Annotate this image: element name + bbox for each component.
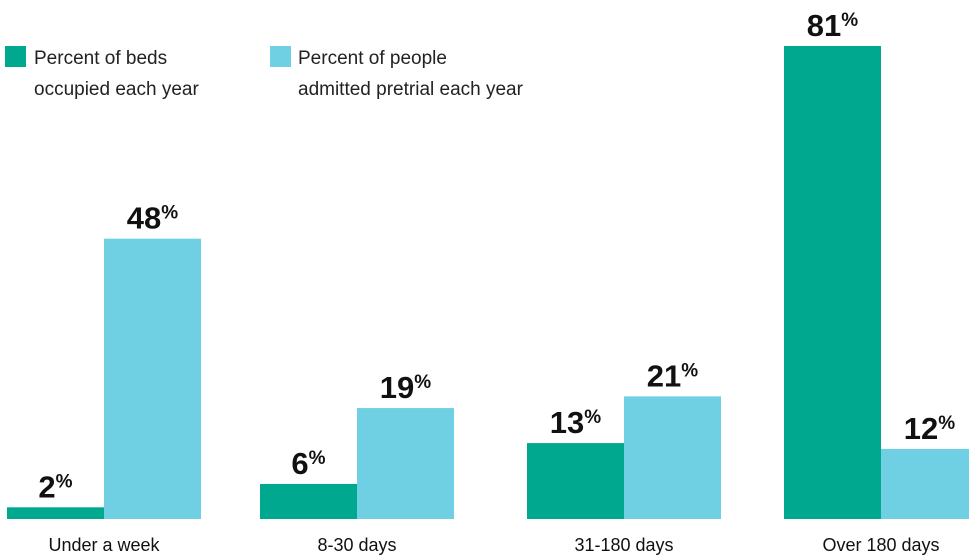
bar-pretrial-8-30-days [357, 408, 454, 519]
value-label-beds-over-180-days: 81% [807, 8, 858, 43]
value-label-pretrial-8-30-days: 19% [380, 370, 431, 405]
bar-beds-8-30-days [260, 483, 357, 519]
bars-group [7, 46, 969, 519]
legend-label-beds-line2: occupied each year [34, 79, 199, 100]
value-label-pretrial-under-a-week: 48% [127, 201, 178, 236]
value-label-beds-8-30-days: 6% [291, 446, 325, 481]
value-labels-group: 2% 48% 6% 19% 13% 21% 81% 12% [38, 8, 955, 504]
legend: Percent of beds occupied each year Perce… [5, 46, 524, 100]
value-label-beds-31-180-days: 13% [550, 405, 601, 440]
legend-swatch-pretrial [270, 46, 291, 67]
value-label-pretrial-31-180-days: 21% [647, 358, 698, 393]
bar-pretrial-31-180-days [624, 396, 721, 519]
bar-beds-under-a-week [7, 507, 104, 519]
legend-item-beds: Percent of beds occupied each year [5, 46, 199, 100]
value-label-beds-under-a-week: 2% [38, 469, 72, 504]
bar-pretrial-over-180-days [881, 448, 969, 519]
category-label-under-a-week: Under a week [48, 535, 160, 555]
category-label-over-180-days: Over 180 days [822, 535, 939, 555]
category-label-8-30-days: 8-30 days [317, 535, 396, 555]
bar-beds-31-180-days [527, 443, 624, 519]
legend-label-pretrial-line1: Percent of people [298, 48, 447, 69]
legend-item-pretrial: Percent of people admitted pretrial each… [270, 46, 524, 100]
value-label-pretrial-over-180-days: 12% [904, 411, 955, 446]
legend-label-pretrial-line2: admitted pretrial each year [298, 79, 524, 100]
category-labels-group: Under a week 8-30 days 31-180 days Over 180… [48, 535, 939, 555]
legend-swatch-beds [5, 46, 26, 67]
category-label-31-180-days: 31-180 days [574, 535, 673, 555]
bar-beds-over-180-days [784, 46, 881, 519]
bar-pretrial-under-a-week [104, 238, 201, 519]
legend-label-beds-line1: Percent of beds [34, 48, 167, 69]
